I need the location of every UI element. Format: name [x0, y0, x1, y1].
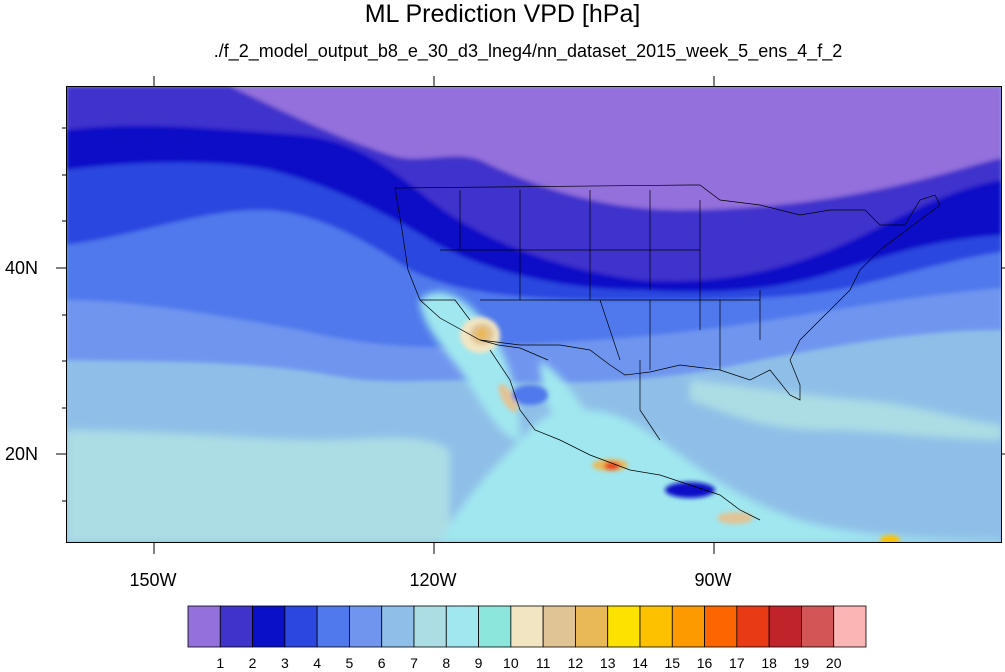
colorbar-box	[349, 605, 383, 648]
colorbar-box	[542, 605, 576, 648]
colorbar-box	[445, 605, 479, 648]
colorbar-box	[284, 605, 318, 648]
vpd-field	[66, 86, 1002, 543]
colorbar-tick-label: 8	[442, 655, 451, 671]
colorbar-tick-label: 14	[632, 655, 648, 671]
colorbar-box	[510, 605, 544, 648]
colorbar	[187, 605, 867, 648]
colorbar-box	[768, 605, 802, 648]
colorbar-tick-label: 18	[761, 655, 777, 671]
colorbar-box	[736, 605, 770, 648]
colorbar-tick-label: 12	[567, 655, 584, 671]
colorbar-box	[639, 605, 673, 648]
colorbar-tick-label: 2	[248, 655, 257, 671]
colorbar-tick-label: 7	[410, 655, 418, 671]
colorbar-box	[801, 605, 835, 648]
lat-label-40n: 40N	[4, 258, 38, 278]
map-title: ML Prediction VPD [hPa]	[364, 0, 641, 28]
axis-ticks	[56, 76, 1005, 554]
colorbar-tick-label: 6	[377, 655, 386, 671]
colorbar-box	[187, 605, 221, 648]
colorbar-box	[478, 605, 512, 648]
colorbar-box	[413, 605, 447, 648]
coastline-borders	[394, 184, 941, 521]
colorbar-tick-label: 5	[345, 655, 354, 671]
lon-label-120w: 120W	[409, 570, 457, 590]
colorbar-tick-label: 10	[503, 655, 519, 671]
colorbar-box	[704, 605, 738, 648]
colorbar-tick-label: 11	[535, 655, 551, 671]
colorbar-tick-label: 17	[729, 655, 745, 671]
colorbar-box	[671, 605, 705, 648]
map-frame	[66, 86, 1002, 543]
colorbar-tick-label: 15	[664, 655, 681, 671]
lon-label-90w: 90W	[694, 570, 732, 590]
colorbar-box	[607, 605, 641, 648]
lat-label-20n: 20N	[4, 444, 38, 464]
colorbar-tick-label: 1	[216, 655, 225, 671]
colorbar-tick-label: 16	[696, 655, 713, 671]
colorbar-box	[575, 605, 609, 648]
colorbar-tick-label: 13	[599, 655, 616, 671]
map-subtitle: ./f_2_model_output_b8_e_30_d3_lneg4/nn_d…	[213, 41, 843, 61]
colorbar-box	[833, 605, 867, 648]
colorbar-tick-label: 3	[280, 655, 289, 671]
colorbar-tick-label: 9	[474, 655, 483, 671]
lon-label-150w: 150W	[129, 570, 177, 590]
colorbar-tick-label: 20	[825, 655, 842, 671]
colorbar-box	[252, 605, 286, 648]
colorbar-box	[219, 605, 253, 648]
colorbar-tick-label: 4	[313, 655, 322, 671]
colorbar-box	[316, 605, 350, 648]
colorbar-box	[381, 605, 415, 648]
colorbar-tick-label: 19	[793, 655, 810, 671]
